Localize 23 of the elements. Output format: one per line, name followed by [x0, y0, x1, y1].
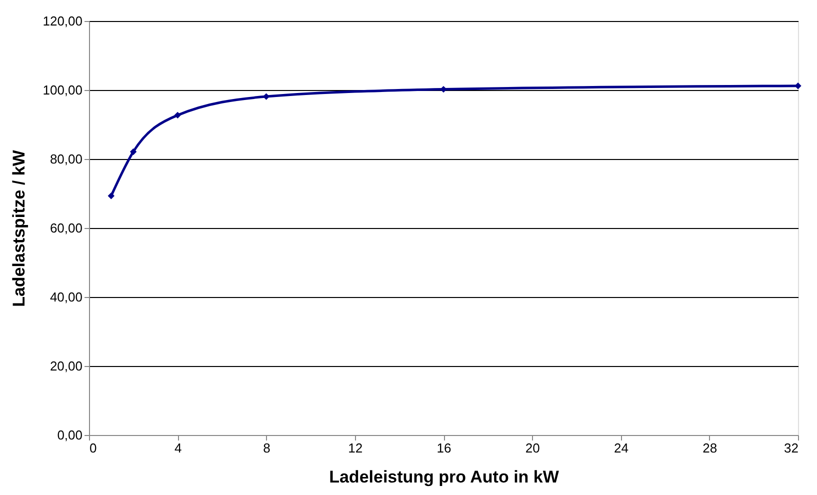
- point: [794, 82, 802, 90]
- x-tick-label: 4: [174, 440, 182, 456]
- x-tick-label: 20: [525, 440, 540, 456]
- point: [108, 192, 115, 200]
- y-tick-label: 100,00: [42, 82, 82, 98]
- x-axis-title: Ladeleistung pro Auto in kW: [329, 468, 560, 486]
- x-tick-label: 0: [90, 440, 97, 456]
- y-tick-label: 20,00: [50, 358, 82, 374]
- x-tick-label: 16: [436, 440, 452, 456]
- y-tick-label: 40,00: [50, 290, 82, 304]
- point: [174, 112, 181, 119]
- point: [440, 86, 447, 93]
- x-tick-label: 24: [614, 440, 628, 456]
- y-tick-label: 0,00: [57, 428, 82, 442]
- y-tick-label: 60,00: [50, 220, 82, 236]
- x-tick-label: 12: [348, 440, 363, 456]
- y-tick-label: 80,00: [50, 152, 82, 166]
- y-tick-label: 120,00: [42, 14, 82, 28]
- x-tick-label: 32: [784, 440, 798, 456]
- x-tick-label: 28: [702, 440, 718, 456]
- x-tick-label: 8: [263, 440, 270, 456]
- y-axis-title: Ladelastspitze / kW: [10, 149, 29, 307]
- point: [130, 148, 137, 156]
